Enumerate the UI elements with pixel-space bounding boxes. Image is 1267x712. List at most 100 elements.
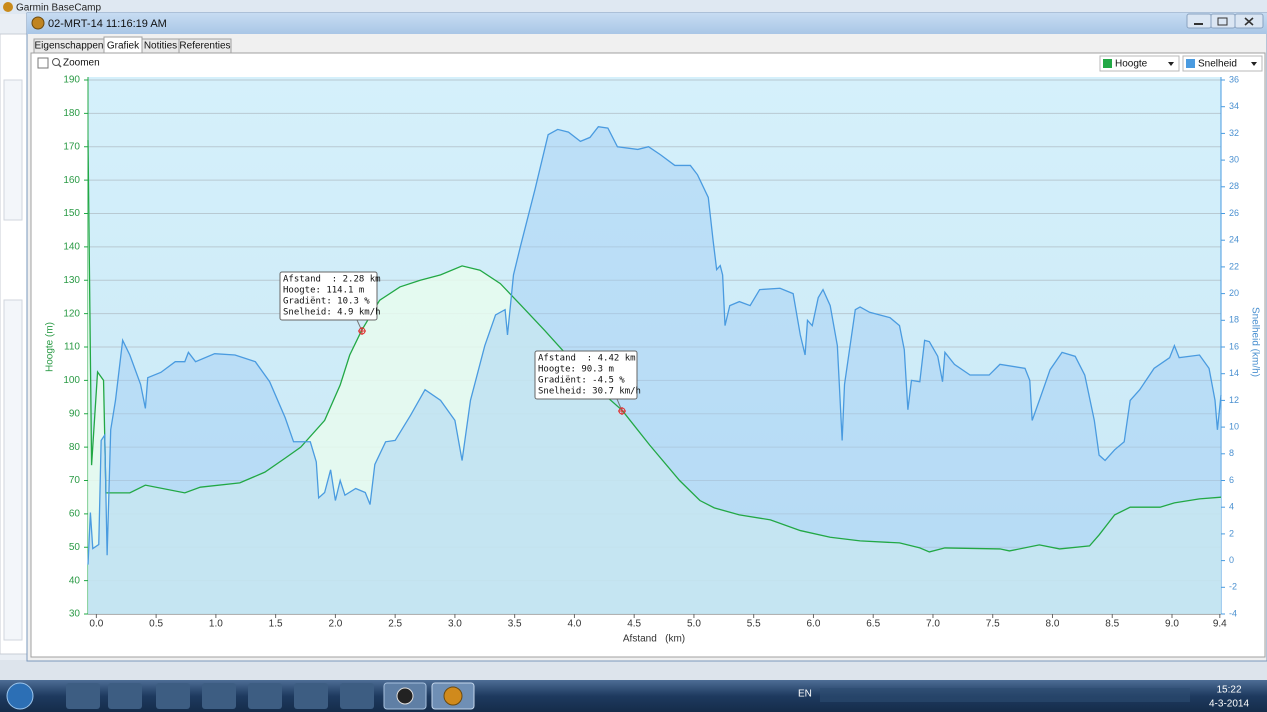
y-tick-label: 80 xyxy=(69,442,81,453)
tab-label: Referenties xyxy=(179,41,230,52)
tab-label: Eigenschappen xyxy=(35,41,104,52)
tooltip-line: Hoogte: 90.3 m xyxy=(538,365,614,375)
zoom-icon xyxy=(52,58,60,66)
speed-area xyxy=(88,126,1221,614)
tooltip-line: Snelheid: 30.7 km/h xyxy=(538,387,641,397)
legend-dropdown[interactable] xyxy=(1182,55,1263,72)
speed-line xyxy=(87,126,1222,565)
zoom-label: Zoomen xyxy=(63,58,100,69)
clock-time[interactable]: 15:22 xyxy=(1216,685,1241,696)
y2-tick-label: 6 xyxy=(1229,475,1234,485)
x-tick-label: 8.5 xyxy=(1105,619,1119,630)
x-tick-label: 3.5 xyxy=(508,619,522,630)
y-axis-label: Hoogte (m) xyxy=(45,322,56,372)
dropdown-arrow xyxy=(1168,62,1174,66)
y-tick-label: 60 xyxy=(69,509,81,520)
tooltip-line: Afstand : 4.42 km xyxy=(538,354,636,364)
app-icon xyxy=(3,2,13,12)
x-tick-label: 1.0 xyxy=(209,619,223,630)
tab-label: Grafiek xyxy=(107,41,140,52)
y2-tick-label: -4 xyxy=(1229,608,1237,618)
y2-tick-label: 14 xyxy=(1229,368,1239,378)
x-tick-label: 1.5 xyxy=(269,619,283,630)
y2-tick-label: 22 xyxy=(1229,261,1239,271)
tooltip-line: Gradiënt: 10.3 % xyxy=(283,297,370,307)
tray-icons[interactable] xyxy=(820,688,1190,702)
tab-label: Notities xyxy=(144,41,177,52)
tooltip-pointer xyxy=(616,398,623,412)
sidebar-panel xyxy=(3,79,23,221)
taskbar-app[interactable] xyxy=(66,683,100,709)
start-button[interactable] xyxy=(6,682,34,710)
tooltip-line: Hoogte: 114.1 m xyxy=(283,286,364,296)
legend-label: Hoogte xyxy=(1115,59,1148,70)
x-tick-label: 6.0 xyxy=(807,619,821,630)
y-tick-label: 130 xyxy=(63,275,80,286)
app-icon xyxy=(396,687,414,705)
tooltip-line: Snelheid: 4.9 km/h xyxy=(283,308,381,318)
y2-tick-label: 30 xyxy=(1229,154,1239,164)
y2-tick-label: 26 xyxy=(1229,208,1239,218)
tooltip-line: Afstand : 2.28 km xyxy=(283,275,381,285)
window-title: 02-MRT-14 11:16:19 AM xyxy=(48,18,167,30)
y-tick-label: 150 xyxy=(63,208,80,219)
cursor-cross xyxy=(618,407,626,415)
y2-tick-label: 2 xyxy=(1229,528,1234,538)
chart: 3040506070809010011012013014015016017018… xyxy=(45,74,1261,644)
taskbar-app[interactable] xyxy=(108,683,142,709)
x-tick-label: 8.0 xyxy=(1046,619,1060,630)
y2-tick-label: 36 xyxy=(1229,74,1239,84)
y2-tick-label: 20 xyxy=(1229,288,1239,298)
x-tick-label: 6.5 xyxy=(866,619,880,630)
x-tick-label: 7.5 xyxy=(986,619,1000,630)
taskbar-app[interactable] xyxy=(202,683,236,709)
y2-tick-label: 16 xyxy=(1229,341,1239,351)
x-tick-label: 9.0 xyxy=(1165,619,1179,630)
window-icon xyxy=(31,16,45,30)
taskbar-app[interactable] xyxy=(294,683,328,709)
y-tick-label: 30 xyxy=(69,609,81,620)
app-icon xyxy=(443,686,463,706)
y-tick-label: 70 xyxy=(69,475,81,486)
y-tick-label: 100 xyxy=(63,375,80,386)
y-tick-label: 50 xyxy=(69,542,81,553)
x-tick-label: 7.0 xyxy=(926,619,940,630)
y2-tick-label: 12 xyxy=(1229,395,1239,405)
clock-date[interactable]: 4-3-2014 xyxy=(1209,699,1249,710)
taskbar-app[interactable] xyxy=(156,683,190,709)
y2-tick-label: -2 xyxy=(1229,582,1237,592)
tab-strip: Eigenschappen Grafiek Notities Referenties xyxy=(33,36,232,55)
y-tick-label: 160 xyxy=(63,175,80,186)
y-tick-label: 90 xyxy=(69,408,81,419)
legend-dropdown[interactable] xyxy=(1099,55,1180,72)
y2-tick-label: 4 xyxy=(1229,502,1234,512)
tooltip-line: Gradiënt: -4.5 % xyxy=(538,376,625,386)
taskbar-app[interactable] xyxy=(248,683,282,709)
dropdown-arrow xyxy=(1251,62,1257,66)
zoom-checkbox[interactable] xyxy=(37,57,49,69)
minimize-button[interactable] xyxy=(1186,13,1212,29)
y-tick-label: 170 xyxy=(63,141,80,152)
x-tick-label: 4.5 xyxy=(627,619,641,630)
y-tick-label: 110 xyxy=(64,342,80,353)
zoom-icon xyxy=(57,63,62,68)
tooltip xyxy=(279,271,378,321)
x-axis-label: Afstand (km) xyxy=(623,634,685,645)
background-titlebar xyxy=(0,0,1267,14)
x-tick-label: 3.0 xyxy=(448,619,462,630)
y2-axis-label: Snelheid (km/h) xyxy=(1249,307,1260,377)
y2-tick-label: 34 xyxy=(1229,101,1239,111)
taskbar-app[interactable] xyxy=(340,683,374,709)
language-indicator[interactable]: EN xyxy=(798,689,812,700)
y2-tick-label: 24 xyxy=(1229,235,1239,245)
y-tick-label: 180 xyxy=(63,108,80,119)
maximize-button[interactable] xyxy=(1210,13,1236,29)
x-tick-label: 5.5 xyxy=(747,619,761,630)
y2-tick-label: 0 xyxy=(1229,555,1234,565)
legend: Hoogte Snelheid xyxy=(1099,55,1263,72)
x-tick-label: 2.5 xyxy=(388,619,402,630)
y-tick-label: 40 xyxy=(69,575,81,586)
x-tick-label: 2.0 xyxy=(328,619,342,630)
y2-tick-label: 10 xyxy=(1229,421,1239,431)
